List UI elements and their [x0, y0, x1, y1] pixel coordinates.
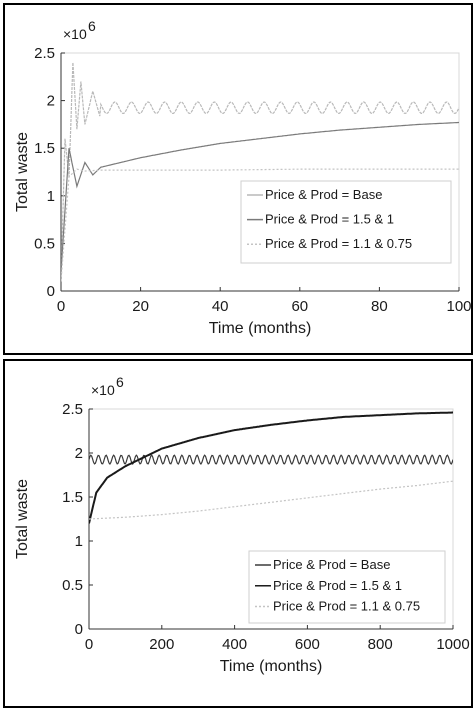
- legend-label: Price & Prod = 1.1 & 0.75: [265, 236, 412, 251]
- x-tick-label: 200: [149, 636, 174, 653]
- legend-label: Price & Prod = Base: [265, 187, 382, 202]
- y-multiplier: ×10: [91, 382, 115, 398]
- chart-panel-top: 0 20 40 60 80 100 0 0.5 1 1.5 2 2.5 ×10 6 Time (months…: [3, 3, 473, 355]
- series-line-2: [61, 121, 459, 273]
- x-tick-label: 60: [291, 298, 308, 315]
- chart-panel-bottom: 0 200 400 600 800 1000 0 0.5 1 1.5 2 2.5 ×10 6 Time (m…: [3, 359, 473, 708]
- chart-top: 0 20 40 60 80 100 0 0.5 1 1.5 2 2.5 ×10 6 Time (months…: [14, 18, 471, 337]
- series-line-2: [89, 411, 453, 524]
- y-tick-label: 0: [75, 621, 83, 638]
- series-line-1: [61, 62, 459, 282]
- x-axis-label: Time (months): [209, 320, 312, 337]
- y-axis-label: Total waste: [14, 132, 31, 212]
- y-axis-label: Total waste: [14, 479, 31, 559]
- x-tick-label: 80: [371, 298, 388, 315]
- y-multiplier-exponent: 6: [116, 374, 124, 390]
- x-tick-label: 1000: [436, 636, 469, 653]
- y-tick-label: 2.5: [34, 45, 55, 62]
- legend-label: Price & Prod = 1.5 & 1: [273, 578, 402, 593]
- y-tick-label: 1.5: [34, 140, 55, 157]
- chart-bottom: 0 200 400 600 800 1000 0 0.5 1 1.5 2 2.5 ×10 6 Time (m…: [14, 374, 470, 675]
- x-axis-label: Time (months): [220, 658, 323, 675]
- y-tick-label: 2: [75, 445, 83, 462]
- legend-label: Price & Prod = Base: [273, 557, 390, 572]
- legend-label: Price & Prod = 1.5 & 1: [265, 212, 394, 227]
- y-tick-label: 1: [75, 533, 83, 550]
- x-tick-label: 400: [222, 636, 247, 653]
- series-line-3: [89, 480, 453, 520]
- series-line-3: [61, 168, 459, 282]
- x-tick-label: 100: [446, 298, 471, 315]
- y-tick-label: 1: [47, 188, 55, 205]
- legend-box: [248, 550, 446, 624]
- y-tick-label: 1.5: [62, 489, 83, 506]
- x-tick-label: 600: [295, 636, 320, 653]
- series-line-1: [89, 454, 453, 465]
- y-tick-label: 2: [47, 93, 55, 110]
- x-tick-label: 20: [132, 298, 149, 315]
- legend-label: Price & Prod = 1.1 & 0.75: [273, 599, 420, 614]
- legend-box: [240, 180, 452, 264]
- y-tick-label: 0: [47, 283, 55, 300]
- y-tick-label: 0.5: [34, 235, 55, 252]
- x-tick-label: 0: [85, 636, 93, 653]
- x-tick-label: 0: [57, 298, 65, 315]
- y-multiplier: ×10: [63, 26, 87, 42]
- x-tick-label: 800: [368, 636, 393, 653]
- y-tick-label: 2.5: [62, 401, 83, 418]
- y-tick-label: 0.5: [62, 577, 83, 594]
- x-tick-label: 40: [212, 298, 229, 315]
- y-multiplier-exponent: 6: [88, 18, 96, 34]
